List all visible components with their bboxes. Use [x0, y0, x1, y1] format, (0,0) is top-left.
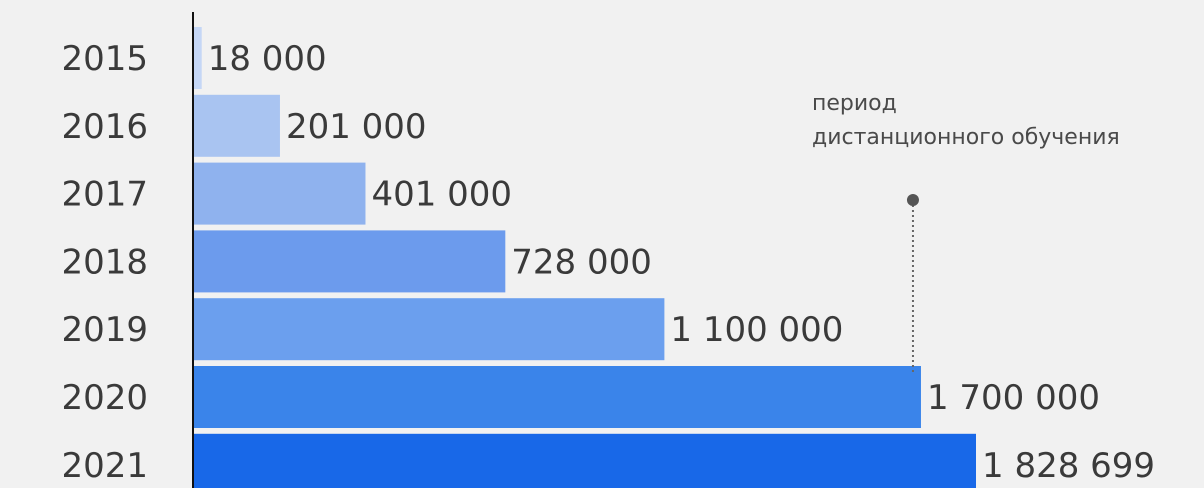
annotation-marker-dot	[906, 194, 919, 206]
value-label-2021: 1 828 699	[982, 446, 1155, 486]
annotation-line-1: период	[812, 91, 897, 116]
annotation-line-2: дистанционного обучения	[812, 125, 1120, 150]
bar-2016	[194, 94, 280, 157]
value-labels-group: 18 000 201 000 401 000 728 000 1 100 000 1 70…	[208, 39, 1155, 486]
value-label-2020: 1 700 000	[927, 378, 1100, 418]
bar-2015	[194, 27, 202, 89]
bars-group	[194, 27, 976, 488]
value-label-2019: 1 100 000	[670, 310, 843, 350]
year-label-2018: 2018	[61, 242, 148, 282]
value-label-2016: 201 000	[286, 107, 427, 147]
bar-2021	[194, 433, 976, 488]
year-label-2020: 2020	[61, 378, 148, 418]
year-label-2017: 2017	[61, 175, 148, 215]
year-label-2015: 2015	[61, 39, 148, 79]
year-label-2016: 2016	[61, 107, 148, 147]
value-label-2017: 401 000	[371, 175, 512, 215]
bar-2020	[194, 366, 921, 428]
value-label-2015: 18 000	[208, 39, 327, 79]
remote-learning-annotation: период дистанционного обучения	[812, 91, 1120, 372]
value-label-2018: 728 000	[511, 242, 652, 282]
bar-2017	[194, 162, 366, 225]
year-label-2021: 2021	[61, 446, 148, 486]
bar-2019	[194, 298, 665, 361]
year-labels-group: 2015 2016 2017 2018 2019 2020 2021	[61, 39, 148, 486]
bar-2018	[194, 230, 506, 293]
year-label-2019: 2019	[61, 310, 148, 350]
